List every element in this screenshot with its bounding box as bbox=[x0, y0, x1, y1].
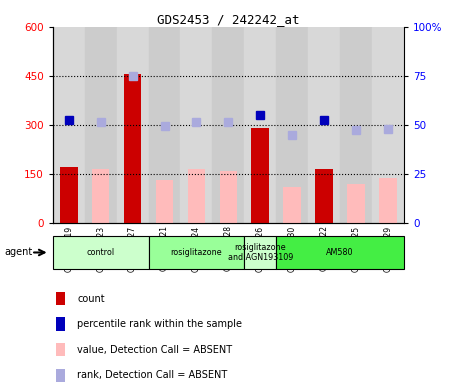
Bar bbox=[180, 27, 213, 223]
Bar bbox=[56, 369, 65, 382]
Bar bbox=[117, 27, 149, 223]
Text: percentile rank within the sample: percentile rank within the sample bbox=[78, 319, 242, 329]
Bar bbox=[283, 187, 301, 223]
Bar bbox=[53, 27, 85, 223]
Bar bbox=[219, 171, 237, 223]
Bar bbox=[340, 27, 372, 223]
Bar bbox=[347, 184, 365, 223]
Bar bbox=[372, 27, 404, 223]
Text: count: count bbox=[78, 293, 105, 304]
Text: rank, Detection Call = ABSENT: rank, Detection Call = ABSENT bbox=[78, 370, 228, 381]
Bar bbox=[244, 236, 276, 269]
Text: rosiglitazone: rosiglitazone bbox=[171, 248, 222, 257]
Bar bbox=[213, 27, 244, 223]
Bar bbox=[276, 236, 404, 269]
Bar bbox=[149, 27, 180, 223]
Bar bbox=[276, 27, 308, 223]
Bar bbox=[379, 178, 397, 223]
Bar bbox=[56, 292, 65, 305]
Bar bbox=[53, 236, 149, 269]
Bar bbox=[92, 169, 109, 223]
Text: control: control bbox=[87, 248, 115, 257]
Bar bbox=[244, 27, 276, 223]
Bar bbox=[85, 27, 117, 223]
Bar bbox=[188, 169, 205, 223]
Bar bbox=[308, 27, 340, 223]
Bar bbox=[56, 318, 65, 331]
Bar bbox=[149, 236, 244, 269]
Title: GDS2453 / 242242_at: GDS2453 / 242242_at bbox=[157, 13, 300, 26]
Text: rosiglitazone
and AGN193109: rosiglitazone and AGN193109 bbox=[228, 243, 293, 262]
Bar bbox=[156, 180, 174, 223]
Bar bbox=[60, 167, 78, 223]
Bar bbox=[124, 74, 141, 223]
Bar bbox=[56, 343, 65, 356]
Text: AM580: AM580 bbox=[326, 248, 354, 257]
Text: agent: agent bbox=[5, 247, 33, 258]
Bar bbox=[315, 169, 333, 223]
Bar bbox=[252, 128, 269, 223]
Text: value, Detection Call = ABSENT: value, Detection Call = ABSENT bbox=[78, 345, 233, 355]
